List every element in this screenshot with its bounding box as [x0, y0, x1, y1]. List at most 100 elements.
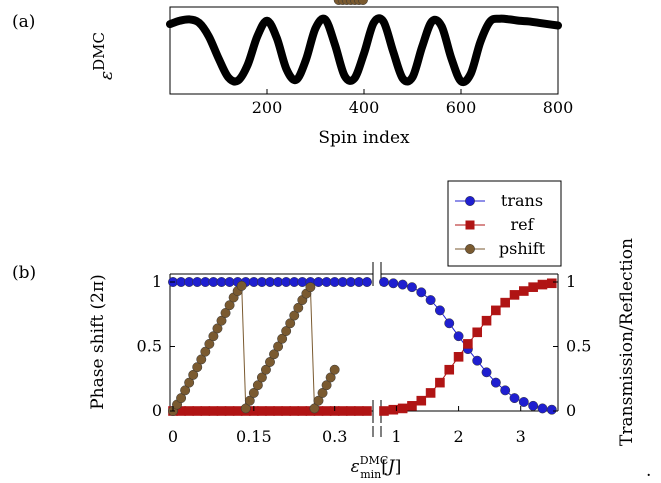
y-tick-label: 0.5 — [137, 337, 162, 356]
data-point-ref — [354, 406, 364, 416]
data-point-ref — [273, 406, 283, 416]
data-point-ref — [425, 388, 436, 398]
data-point-trans — [416, 287, 427, 298]
y-tick-label: 0 — [152, 401, 162, 420]
data-point-pshift — [188, 369, 199, 380]
chart-a-ylabel: εDMC — [90, 32, 117, 80]
data-point-ref — [416, 395, 427, 406]
data-point-trans — [453, 331, 464, 342]
chart-b-ticks: 0 0.15 0.3 1 2 3 0 0.5 1 0 0.5 1 — [137, 272, 592, 446]
data-point-pshift — [281, 326, 292, 336]
y-tick-label-right: 0.5 — [566, 337, 591, 356]
data-point-trans — [388, 278, 399, 289]
data-point-ref — [509, 290, 520, 300]
x-tick-label: 1 — [391, 427, 401, 446]
data-point-pshift — [261, 364, 271, 375]
data-point-pshift — [305, 282, 316, 293]
data-point-ref — [435, 377, 445, 388]
data-point-ref — [257, 406, 267, 416]
data-point-ref — [216, 406, 227, 416]
data-point-trans — [546, 404, 557, 415]
y-tick-label-right: 1 — [566, 272, 576, 291]
data-point-trans — [444, 318, 455, 329]
data-point-ref — [346, 406, 356, 416]
data-point-trans — [397, 279, 408, 290]
data-point-ref — [289, 406, 300, 416]
x-tick-label: 200 — [252, 98, 283, 117]
chart-a-x-ticks: 200 400 600 800 — [252, 89, 574, 117]
data-point-pshift — [176, 393, 187, 404]
data-point-ref — [232, 406, 243, 416]
legend-marker-pshift — [465, 244, 475, 254]
data-point-ref — [500, 297, 510, 308]
data-point-ref — [444, 364, 455, 375]
data-point-ref — [192, 406, 203, 416]
data-point-pshift — [285, 318, 296, 329]
data-point-pshift — [240, 403, 251, 414]
data-point-trans — [472, 355, 483, 366]
x-tick-label: 3 — [516, 427, 526, 446]
data-point-pshift — [269, 349, 279, 360]
x-tick-label: 2 — [453, 427, 463, 446]
data-point-trans — [434, 305, 445, 316]
data-point-ref — [528, 282, 538, 292]
chart-b-frame-left — [169, 273, 373, 412]
data-point-pshift — [256, 372, 267, 383]
data-point-pshift — [248, 387, 259, 398]
data-point-pshift — [329, 364, 340, 375]
data-point-pshift — [224, 300, 235, 311]
data-point-pshift — [184, 377, 195, 388]
data-point-ref — [546, 278, 557, 289]
data-point-ref — [184, 406, 194, 416]
data-point-pshift — [192, 362, 203, 373]
data-point-ref — [537, 279, 548, 290]
data-point-ref — [481, 315, 492, 326]
x-tick-label: 0 — [168, 427, 178, 446]
chart-a: 200 400 600 800 Spin index εDMC — [90, 6, 574, 148]
data-point-ref — [362, 406, 372, 416]
data-point-pshift — [200, 346, 211, 357]
chart-b: 0 0.15 0.3 1 2 3 0 0.5 1 0 0.5 1 Phase shift (2π) T… — [88, 0, 637, 481]
data-point-trans — [407, 282, 417, 293]
data-point-pshift — [317, 387, 328, 398]
x-tick-label: 800 — [543, 98, 574, 117]
chart-b-ylabel-right: Transmission/Reflection — [617, 238, 637, 446]
data-point-pshift — [309, 403, 320, 414]
data-point-pshift — [313, 395, 324, 406]
data-point-trans — [518, 397, 529, 407]
data-point-ref — [265, 406, 275, 416]
x-tick-label: 400 — [349, 98, 380, 117]
data-point-pshift — [212, 323, 223, 334]
data-point-pshift — [325, 372, 336, 383]
chart-b-frame-right — [381, 273, 559, 412]
data-point-trans — [537, 403, 548, 414]
data-point-trans — [379, 277, 389, 287]
data-point-trans — [362, 277, 372, 287]
data-point-trans — [481, 367, 492, 378]
y-tick-label: 1 — [152, 272, 162, 291]
chart-a-xlabel: Spin index — [318, 128, 410, 148]
legend: trans ref pshift — [447, 180, 562, 267]
data-point-trans — [528, 400, 539, 411]
legend-label-trans: trans — [501, 191, 543, 210]
data-point-pshift — [293, 302, 304, 313]
series-line — [166, 14, 562, 87]
data-point-ref — [281, 406, 291, 416]
data-point-ref — [407, 401, 417, 411]
data-point-trans — [500, 385, 511, 396]
data-point-pshift — [265, 357, 275, 367]
data-point-pshift — [208, 331, 219, 342]
data-point-pshift — [204, 338, 215, 349]
data-point-ref — [491, 305, 501, 316]
data-point-pshift — [236, 280, 247, 291]
panel-label-a: (a) — [12, 12, 35, 32]
data-point-ref — [472, 327, 483, 338]
chart-b-ylabel-left: Phase shift (2π) — [88, 274, 108, 410]
x-tick-label: 600 — [446, 98, 477, 117]
legend-label-pshift: pshift — [499, 239, 546, 258]
data-point-ref — [388, 404, 399, 415]
data-point-pshift — [220, 308, 231, 318]
legend-label-ref: ref — [510, 215, 534, 234]
data-point-pshift — [358, 0, 368, 5]
data-point-ref — [463, 339, 473, 349]
